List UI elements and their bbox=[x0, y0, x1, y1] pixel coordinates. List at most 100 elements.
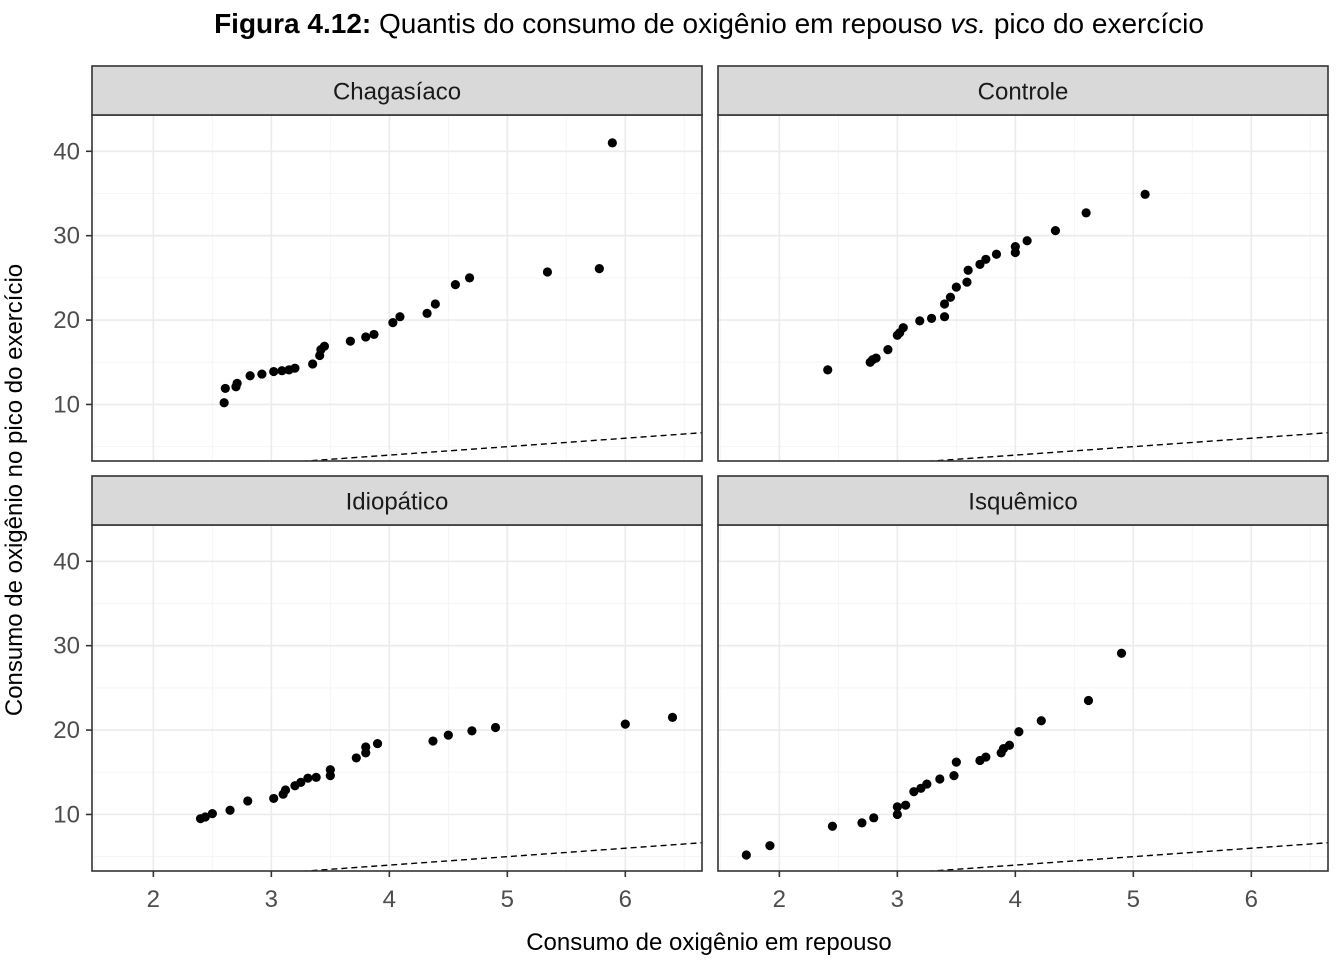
data-point bbox=[951, 757, 961, 767]
x-tick-label: 4 bbox=[1009, 886, 1022, 913]
figure-title-vs: vs. bbox=[950, 8, 986, 39]
data-point bbox=[871, 353, 881, 363]
panel-isquemico: Isquêmico 2 3 4 5 6 bbox=[717, 475, 1329, 913]
reference-line bbox=[296, 432, 702, 461]
data-point bbox=[443, 730, 453, 740]
data-point bbox=[1140, 189, 1150, 199]
data-point bbox=[765, 841, 775, 851]
points-idiopatico bbox=[195, 712, 678, 824]
data-point bbox=[909, 787, 919, 797]
data-point bbox=[594, 263, 604, 274]
facet-strip-label: Chagasíaco bbox=[333, 79, 461, 106]
panel-background bbox=[92, 525, 702, 871]
data-point bbox=[430, 299, 440, 309]
y-tick-label: 30 bbox=[53, 633, 80, 660]
data-point bbox=[1083, 695, 1094, 706]
data-point bbox=[372, 738, 383, 749]
data-point bbox=[1081, 208, 1091, 218]
data-point bbox=[290, 363, 300, 373]
facet-strip-label: Isquêmico bbox=[968, 489, 1077, 516]
data-point bbox=[296, 777, 306, 787]
panel-background bbox=[718, 525, 1328, 871]
data-point bbox=[1036, 716, 1046, 726]
data-point bbox=[280, 785, 291, 795]
y-tick-label: 40 bbox=[53, 548, 80, 575]
y-tick-label: 40 bbox=[53, 138, 80, 165]
data-point bbox=[395, 312, 405, 322]
data-point bbox=[269, 793, 279, 804]
data-point bbox=[1022, 236, 1032, 246]
y-tick-label: 10 bbox=[53, 391, 80, 418]
data-point bbox=[464, 273, 475, 283]
panel-idiopatico: Idiopático 10 20 30 40 2 3 4 5 6 bbox=[53, 475, 703, 913]
facet-strip bbox=[91, 65, 703, 116]
facet-strip-label: Controle bbox=[978, 79, 1069, 106]
data-point bbox=[311, 772, 321, 782]
figure-title-text-2: pico do exercício bbox=[986, 8, 1204, 39]
data-point bbox=[945, 292, 956, 302]
data-point bbox=[935, 774, 945, 784]
points-controle bbox=[823, 189, 1150, 375]
data-point bbox=[428, 736, 438, 746]
data-point bbox=[939, 299, 950, 309]
facet-strip bbox=[91, 475, 703, 526]
data-point bbox=[325, 765, 335, 775]
data-point bbox=[901, 800, 911, 810]
data-point bbox=[823, 365, 833, 375]
figure-title-text-1: Quantis do consumo de oxigênio em repous… bbox=[371, 8, 950, 39]
panels-group: Chagasíaco 10 20 30 40 Controle Idiopático 10 20… bbox=[53, 65, 1329, 913]
data-point bbox=[388, 318, 398, 328]
x-tick-label: 6 bbox=[1245, 886, 1258, 913]
data-point bbox=[620, 719, 630, 729]
panel-chagasiaco: Chagasíaco 10 20 30 40 bbox=[53, 65, 703, 462]
y-tick-label: 20 bbox=[53, 717, 80, 744]
points-chagasiaco bbox=[219, 138, 617, 408]
data-point bbox=[257, 369, 267, 379]
panel-controle: Controle bbox=[717, 65, 1329, 462]
data-point bbox=[220, 383, 230, 394]
data-point bbox=[898, 323, 908, 333]
data-point bbox=[607, 138, 617, 148]
panel-background bbox=[92, 115, 702, 461]
x-tick-label: 3 bbox=[891, 886, 904, 913]
data-point bbox=[926, 313, 937, 323]
data-point bbox=[319, 341, 330, 351]
data-point bbox=[1004, 740, 1015, 750]
data-point bbox=[1116, 648, 1127, 658]
data-point bbox=[369, 329, 379, 340]
x-tick-label: 3 bbox=[265, 886, 278, 913]
data-point bbox=[892, 809, 902, 820]
data-point bbox=[243, 796, 253, 806]
data-point bbox=[1010, 242, 1020, 252]
points-isquemico bbox=[741, 648, 1127, 860]
facet-strip bbox=[717, 65, 1329, 116]
data-point bbox=[200, 812, 210, 822]
x-tick-label: 5 bbox=[501, 886, 514, 913]
data-point bbox=[991, 249, 1002, 259]
data-point bbox=[207, 809, 217, 819]
figure-title-number: Figura 4.12: bbox=[214, 8, 371, 39]
data-point bbox=[827, 821, 838, 831]
x-tick-label: 5 bbox=[1127, 886, 1140, 913]
y-axis-title: Consumo de oxigênio no pico do exercício bbox=[1, 264, 28, 716]
data-point bbox=[345, 336, 355, 346]
data-point bbox=[232, 378, 242, 388]
data-point bbox=[361, 332, 371, 342]
data-point bbox=[962, 277, 972, 287]
data-point bbox=[245, 371, 255, 381]
figure-title: Figura 4.12: Quantis do consumo de oxigê… bbox=[214, 8, 1204, 39]
x-tick-label: 2 bbox=[147, 886, 160, 913]
data-point bbox=[467, 726, 477, 736]
x-axis-title: Consumo de oxigênio em repouso bbox=[526, 929, 892, 956]
data-point bbox=[450, 280, 461, 290]
data-point bbox=[490, 722, 501, 733]
data-point bbox=[542, 267, 553, 277]
data-point bbox=[269, 366, 279, 377]
y-tick-label: 20 bbox=[53, 307, 80, 334]
x-tick-label: 2 bbox=[773, 886, 786, 913]
data-point bbox=[922, 779, 932, 789]
data-point bbox=[303, 773, 313, 783]
facet-strip bbox=[717, 475, 1329, 526]
data-point bbox=[981, 752, 991, 762]
